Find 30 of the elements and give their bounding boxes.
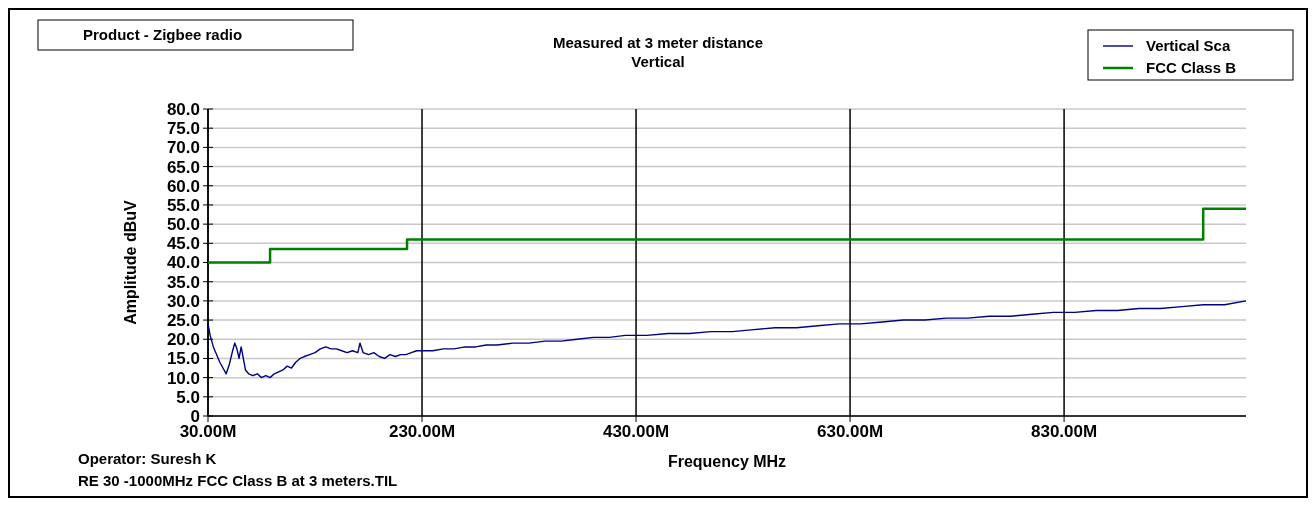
y-axis-title: Amplitude dBuV: [122, 199, 139, 325]
legend-label: FCC Class B: [1146, 59, 1237, 77]
chart-title: Measured at 3 meter distance: [552, 34, 764, 51]
y-tick-label: 10.0: [166, 368, 200, 388]
x-tick-label: 830.00M: [1031, 422, 1098, 441]
text: RE 30 -1000MHz FCC Class B at 3 meters.TIL: [78, 472, 398, 489]
x-tick-label: 630.00M: [816, 422, 884, 441]
y-tick-label: 25.0: [166, 311, 200, 331]
x-axis-title: Frequency MHz: [667, 453, 787, 470]
legend-label: Vertical Sca: [1146, 37, 1231, 55]
y-tick-label: 80.0: [166, 99, 200, 119]
y-tick-label: 5.0: [176, 387, 200, 407]
y-tick-label: 20.0: [166, 330, 200, 350]
y-tick-label: 35.0: [166, 272, 200, 292]
y-tick-label: 55.0: [166, 195, 200, 215]
chart-subtitle: Vertical: [631, 53, 685, 70]
y-tick-label: 15.0: [166, 349, 200, 369]
line-series: [207, 300, 1247, 379]
y-tick-label: 50.0: [166, 215, 200, 235]
y-tick-label: 40.0: [166, 253, 200, 273]
y-tick-label: 70.0: [166, 138, 200, 158]
y-tick-label: 75.0: [166, 119, 200, 139]
y-tick-label: 30.0: [166, 291, 200, 311]
y-tick-label: 65.0: [166, 157, 200, 177]
y-tick-label: 60.0: [166, 176, 200, 196]
x-tick-label: 430.00M: [602, 422, 670, 441]
text: Product - Zigbee radio: [83, 26, 243, 43]
text: Operator: Suresh K: [78, 450, 217, 467]
y-tick-label: 45.0: [166, 234, 200, 254]
x-tick-label: 230.00M: [388, 422, 456, 441]
